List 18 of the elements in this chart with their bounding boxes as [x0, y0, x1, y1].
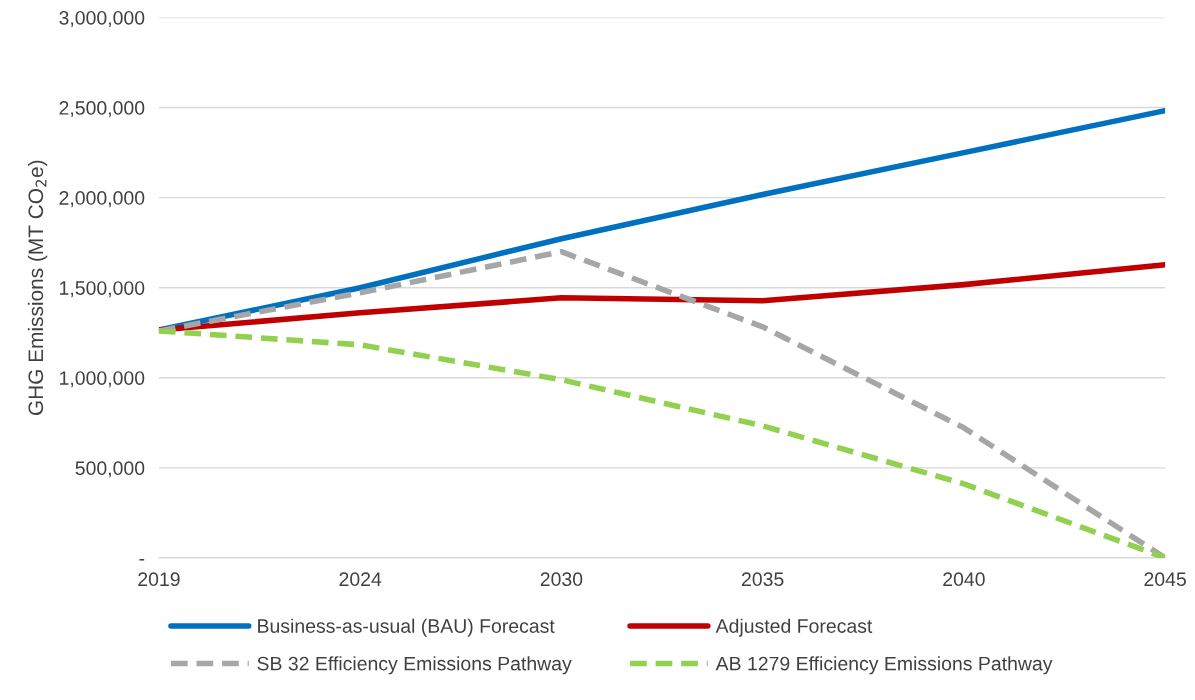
x-tick-label: 2019	[138, 572, 180, 587]
y-tick-label: 500,000	[75, 461, 145, 478]
y-tick-label: 3,000,000	[59, 10, 145, 28]
x-tick-label: 2040	[943, 572, 985, 587]
y-tick-label: 1,500,000	[60, 281, 145, 298]
legend-label: AB 1279 Efficiency Emissions Pathway	[715, 656, 1053, 675]
y-tick-label: 1,000,000	[60, 371, 145, 388]
x-tick-label: 2045	[1144, 572, 1186, 587]
x-tick-label: 2030	[540, 572, 583, 587]
legend-label: Adjusted Forecast	[715, 618, 873, 637]
y-axis-title: GHG Emissions (MT CO$_{2}$e)	[27, 160, 48, 415]
y-tick-label: 2,500,000	[59, 101, 145, 118]
x-tick-label: 2024	[339, 572, 382, 587]
legend-label: SB 32 Efficiency Emissions Pathway	[257, 656, 572, 675]
legend-label: Business-as-usual (BAU) Forecast	[258, 618, 555, 637]
y-tick-label: 2,000,000	[59, 191, 145, 208]
x-tick-label: 2035	[742, 572, 784, 587]
y-tick-label: -	[139, 559, 145, 561]
